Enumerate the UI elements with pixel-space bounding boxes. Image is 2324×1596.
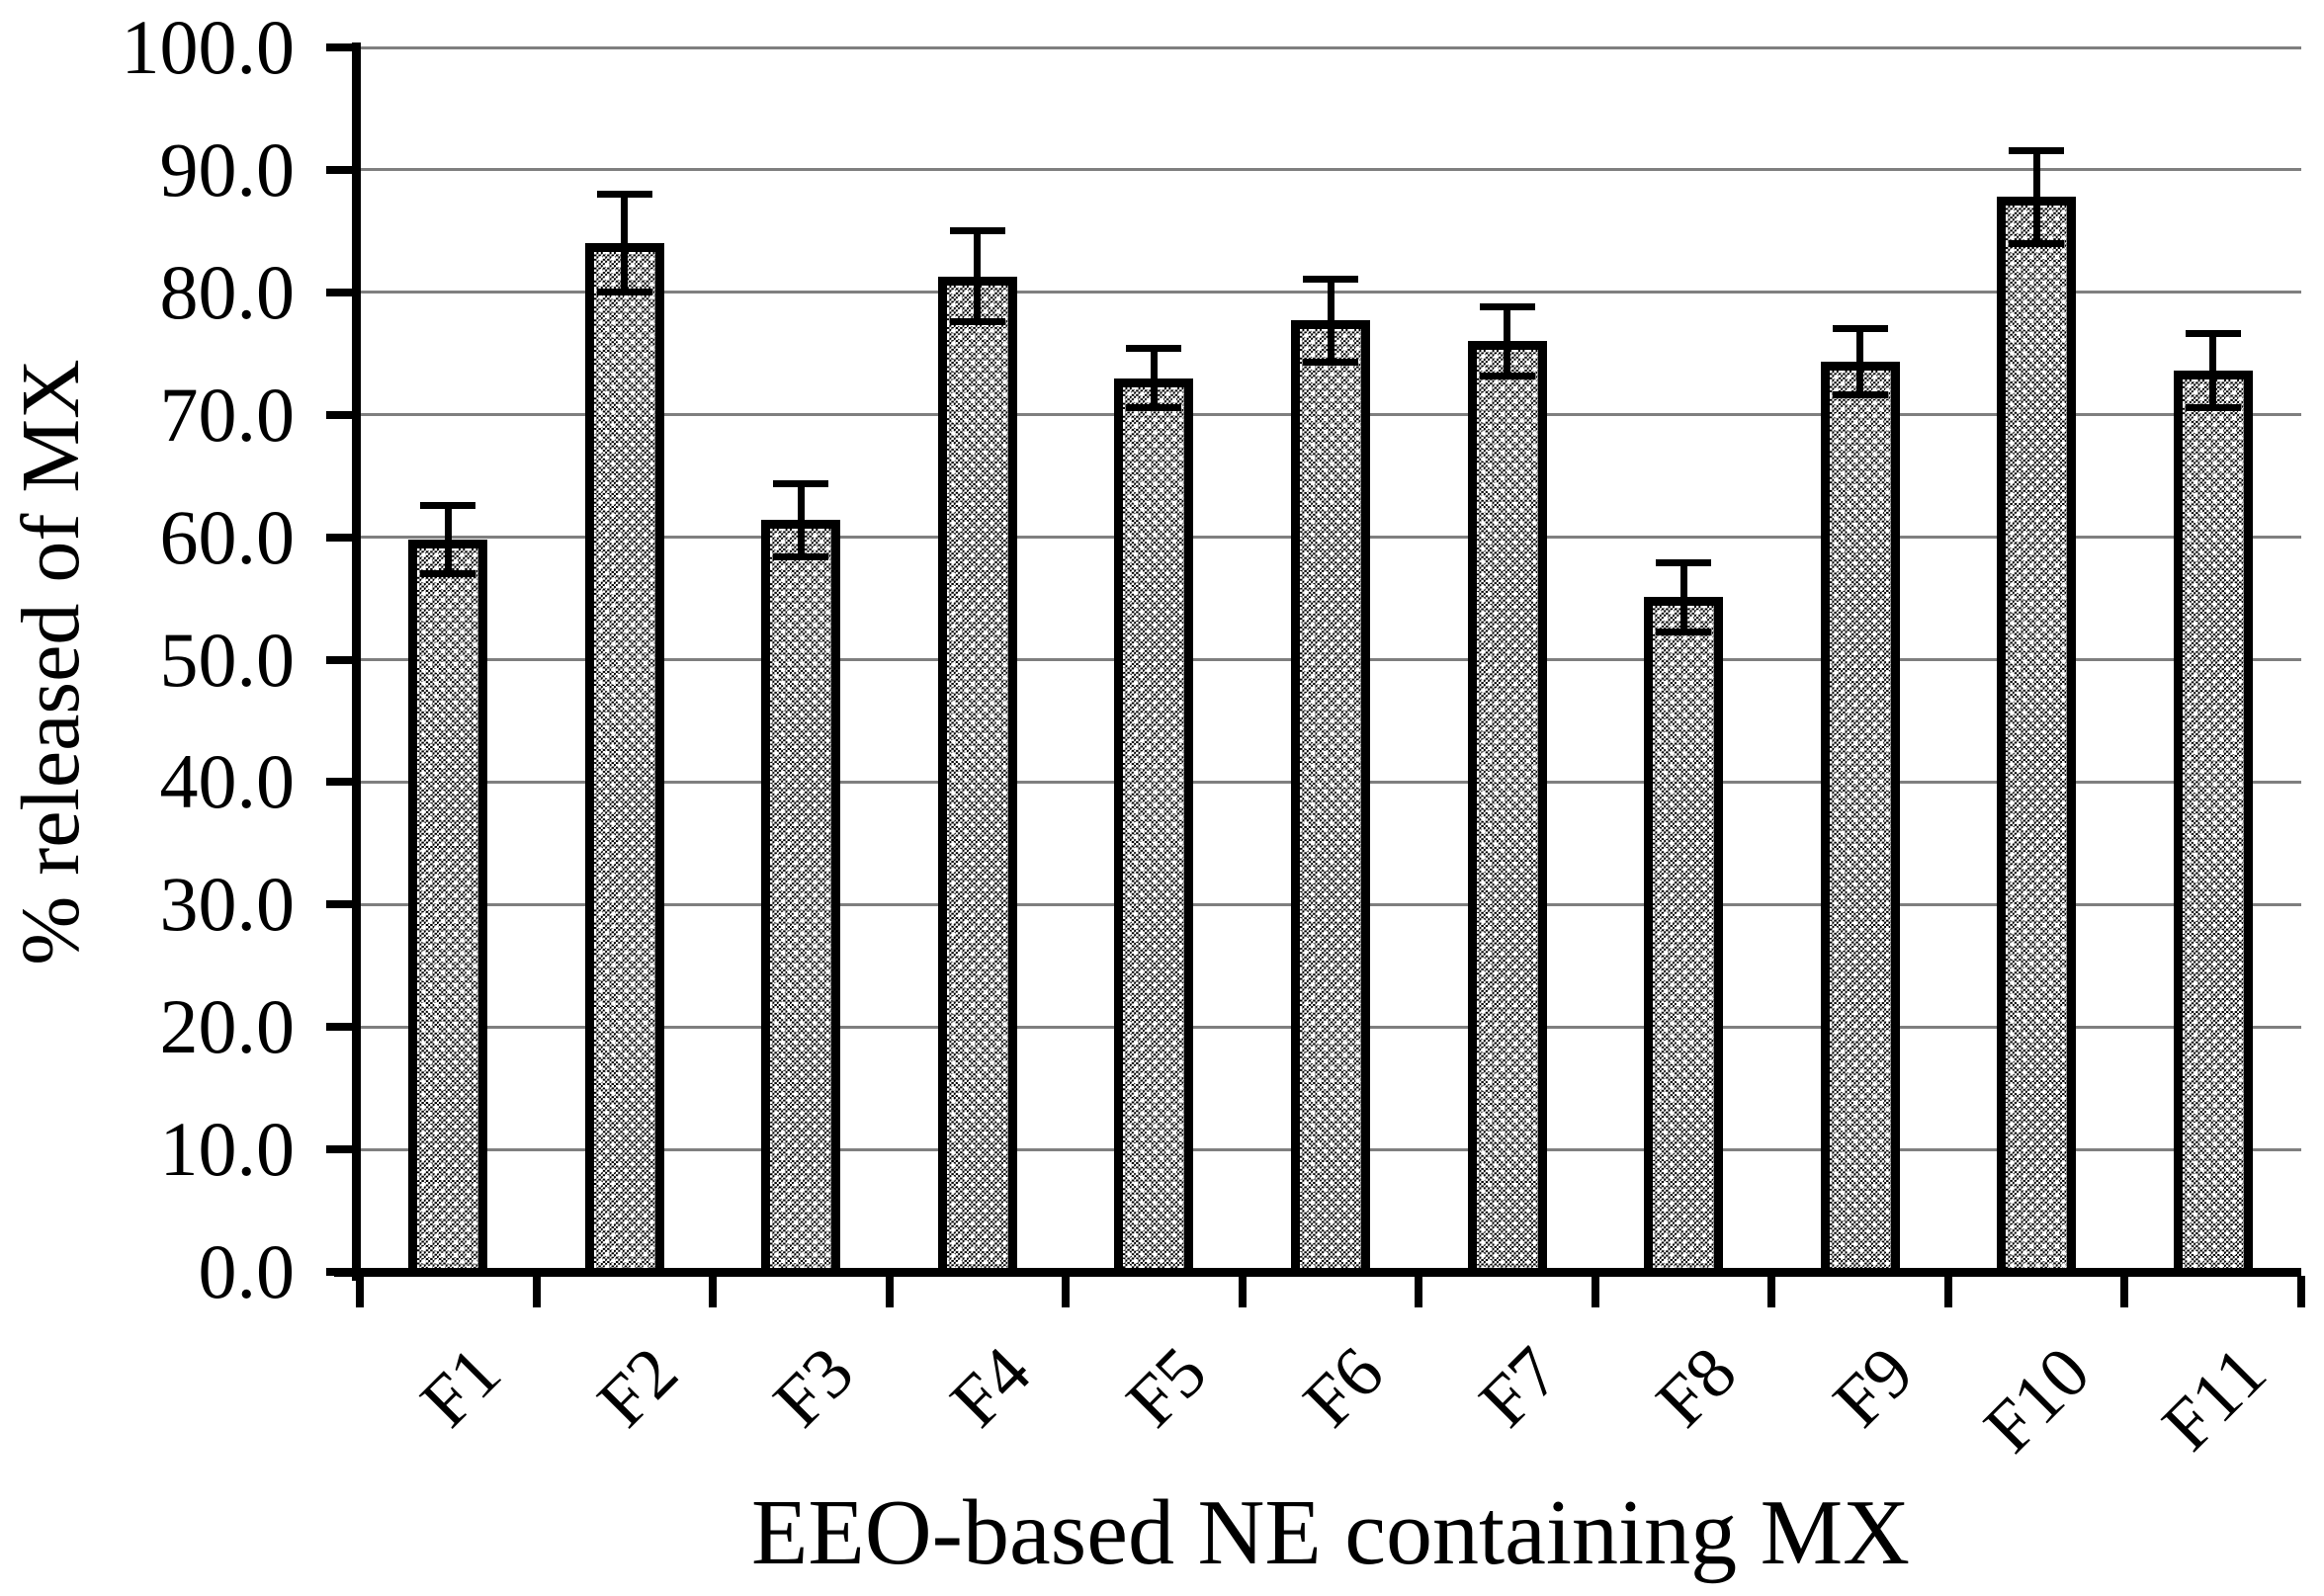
- bar-F10: [1997, 197, 2077, 1277]
- x-axis-tick: [1062, 1276, 1071, 1307]
- error-bar-top-cap: [949, 227, 1005, 235]
- error-bar-line: [444, 505, 452, 574]
- x-tick-label: F6: [1287, 1331, 1399, 1443]
- x-axis-tick: [1767, 1276, 1776, 1307]
- error-bar-bottom-cap: [1303, 358, 1358, 366]
- bar-F7: [1467, 341, 1547, 1277]
- x-axis-tick: [2120, 1276, 2129, 1307]
- y-axis-tick: [326, 288, 356, 296]
- x-axis-tick: [1415, 1276, 1423, 1307]
- y-axis-tick: [326, 900, 356, 909]
- x-axis-tick: [356, 1276, 364, 1307]
- error-bar-bottom-cap: [1656, 628, 1712, 635]
- y-tick-label: 30.0: [159, 861, 296, 948]
- error-bar-top-cap: [420, 501, 476, 509]
- error-bar-bottom-cap: [1832, 391, 1888, 399]
- error-bar-line: [2209, 333, 2217, 408]
- error-bar-top-cap: [2185, 330, 2241, 338]
- error-bar-top-cap: [596, 191, 652, 199]
- x-axis-tick: [2297, 1276, 2305, 1307]
- error-bar-bottom-cap: [2009, 239, 2065, 247]
- x-axis-title: EEO-based NE containing MX: [750, 1481, 1911, 1584]
- y-tick-label: 0.0: [198, 1228, 296, 1314]
- error-bar-bottom-cap: [773, 552, 829, 560]
- y-tick-label: 50.0: [159, 616, 296, 703]
- x-tick-label: F10: [1968, 1331, 2105, 1468]
- y-tick-label: 40.0: [159, 738, 296, 825]
- error-bar-line: [1327, 279, 1334, 363]
- x-axis-tick: [1238, 1276, 1247, 1307]
- x-axis-line: [334, 1268, 2301, 1277]
- error-bar-bottom-cap: [949, 318, 1005, 326]
- bar-F9: [1820, 362, 1900, 1277]
- gridline: [360, 45, 2301, 49]
- y-tick-label: 100.0: [121, 4, 296, 90]
- x-tick-label: F3: [758, 1331, 869, 1443]
- x-tick-label: F5: [1111, 1331, 1223, 1443]
- x-axis-tick: [709, 1276, 718, 1307]
- x-axis-tick: [1591, 1276, 1599, 1307]
- error-bar-line: [1856, 328, 1864, 395]
- error-bar-top-cap: [773, 479, 829, 487]
- error-bar-line: [1504, 306, 1511, 377]
- x-tick-label: F11: [2146, 1331, 2281, 1466]
- error-bar-line: [621, 194, 629, 293]
- x-tick-label: F1: [405, 1331, 516, 1443]
- error-bar-top-cap: [1126, 345, 1182, 353]
- y-axis-tick: [326, 1268, 356, 1276]
- error-bar-bottom-cap: [2185, 403, 2241, 411]
- x-tick-label: F9: [1817, 1331, 1929, 1443]
- error-bar-top-cap: [1303, 275, 1358, 283]
- error-bar-line: [2032, 150, 2040, 244]
- x-tick-label: F2: [581, 1331, 693, 1443]
- error-bar-line: [1679, 562, 1687, 631]
- error-bar-line: [797, 483, 805, 557]
- bar-F4: [937, 276, 1017, 1277]
- y-axis-line: [352, 42, 361, 1281]
- bar-F3: [761, 520, 841, 1277]
- x-tick-label: F4: [934, 1331, 1046, 1443]
- error-bar-top-cap: [2009, 146, 2065, 154]
- x-tick-label: F7: [1464, 1331, 1576, 1443]
- error-bar-top-cap: [1479, 303, 1535, 311]
- y-axis-title: % released of MX: [5, 359, 97, 966]
- error-bar-top-cap: [1656, 559, 1712, 567]
- error-bar-line: [974, 230, 982, 322]
- y-axis-tick: [326, 533, 356, 542]
- y-tick-label: 90.0: [159, 126, 296, 212]
- y-tick-label: 20.0: [159, 983, 296, 1070]
- y-axis-tick: [326, 43, 356, 51]
- y-tick-label: 70.0: [159, 371, 296, 458]
- y-tick-label: 10.0: [159, 1106, 296, 1193]
- y-axis-tick: [326, 1145, 356, 1154]
- y-tick-label: 80.0: [159, 248, 296, 335]
- y-axis-tick: [326, 165, 356, 174]
- x-axis-tick: [532, 1276, 541, 1307]
- error-bar-bottom-cap: [1126, 403, 1182, 411]
- x-axis-tick: [1943, 1276, 1952, 1307]
- error-bar-bottom-cap: [420, 570, 476, 578]
- error-bar-line: [1150, 348, 1158, 408]
- error-bar-bottom-cap: [1479, 372, 1535, 379]
- y-tick-label: 60.0: [159, 493, 296, 580]
- y-axis-tick: [326, 655, 356, 664]
- y-axis-tick: [326, 778, 356, 787]
- x-axis-tick: [885, 1276, 894, 1307]
- x-tick-label: F8: [1640, 1331, 1752, 1443]
- y-axis-tick: [326, 410, 356, 419]
- error-bar-bottom-cap: [596, 289, 652, 296]
- error-bar-top-cap: [1832, 325, 1888, 333]
- y-axis-tick: [326, 1023, 356, 1032]
- bar-F8: [1644, 597, 1724, 1277]
- gridline: [360, 168, 2301, 172]
